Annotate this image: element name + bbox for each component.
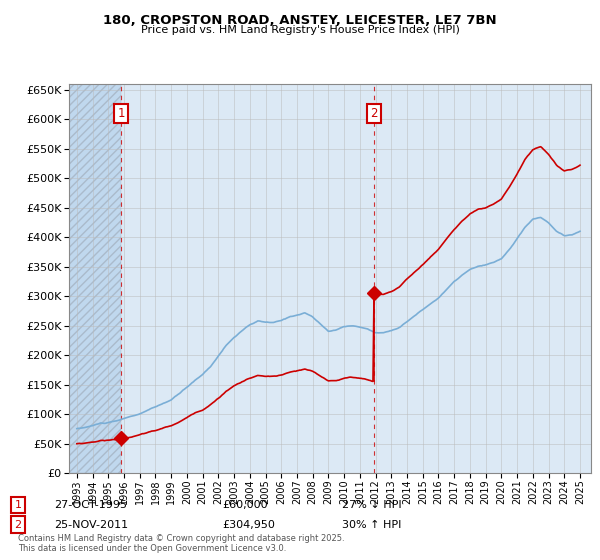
Text: £60,000: £60,000 [222, 500, 268, 510]
Text: 27-OCT-1995: 27-OCT-1995 [54, 500, 127, 510]
Bar [69, 84, 121, 473]
Text: Price paid vs. HM Land Registry's House Price Index (HPI): Price paid vs. HM Land Registry's House … [140, 25, 460, 35]
Text: 180, CROPSTON ROAD, ANSTEY, LEICESTER, LE7 7BN: 180, CROPSTON ROAD, ANSTEY, LEICESTER, L… [103, 14, 497, 27]
Text: 30% ↑ HPI: 30% ↑ HPI [342, 520, 401, 530]
Text: 25-NOV-2011: 25-NOV-2011 [54, 520, 128, 530]
Text: 1: 1 [14, 500, 22, 510]
Text: 27% ↓ HPI: 27% ↓ HPI [342, 500, 401, 510]
Text: 1: 1 [118, 107, 125, 120]
Text: 2: 2 [14, 520, 22, 530]
Text: Contains HM Land Registry data © Crown copyright and database right 2025.
This d: Contains HM Land Registry data © Crown c… [18, 534, 344, 553]
Text: £304,950: £304,950 [222, 520, 275, 530]
Text: 2: 2 [370, 107, 378, 120]
